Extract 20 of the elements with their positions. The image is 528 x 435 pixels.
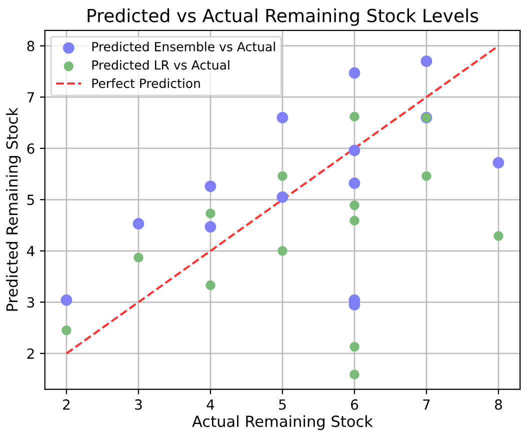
y-axis-title: Predicted Remaining Stock <box>6 108 21 311</box>
y-tick-label: 6 <box>27 143 34 154</box>
legend-label: Predicted Ensemble vs Actual <box>92 42 275 52</box>
x-tick-label: 6 <box>351 399 358 410</box>
y-tick-label: 3 <box>27 297 34 308</box>
x-tick-label: 3 <box>135 399 142 410</box>
x-tick-label: 5 <box>279 399 286 410</box>
y-tick-label: 4 <box>27 246 34 256</box>
x-tick-label: 8 <box>495 399 502 410</box>
chart-title: Predicted vs Actual Remaining Stock Levels <box>88 8 478 26</box>
y-tick-label: 2 <box>27 348 34 359</box>
x-tick-label: 2 <box>63 399 70 410</box>
x-tick-label: 7 <box>423 399 430 410</box>
legend-label: Predicted LR vs Actual <box>92 60 230 70</box>
y-tick-label: 8 <box>27 40 34 52</box>
legend-label: Perfect Prediction <box>92 78 200 88</box>
x-axis-title: Actual Remaining Stock <box>192 415 373 430</box>
y-tick-label: 5 <box>27 194 34 206</box>
x-tick-label: 4 <box>206 399 214 410</box>
y-tick-label: 7 <box>27 92 34 102</box>
